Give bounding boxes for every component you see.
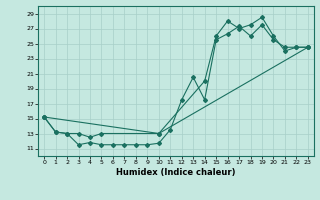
X-axis label: Humidex (Indice chaleur): Humidex (Indice chaleur) (116, 168, 236, 177)
